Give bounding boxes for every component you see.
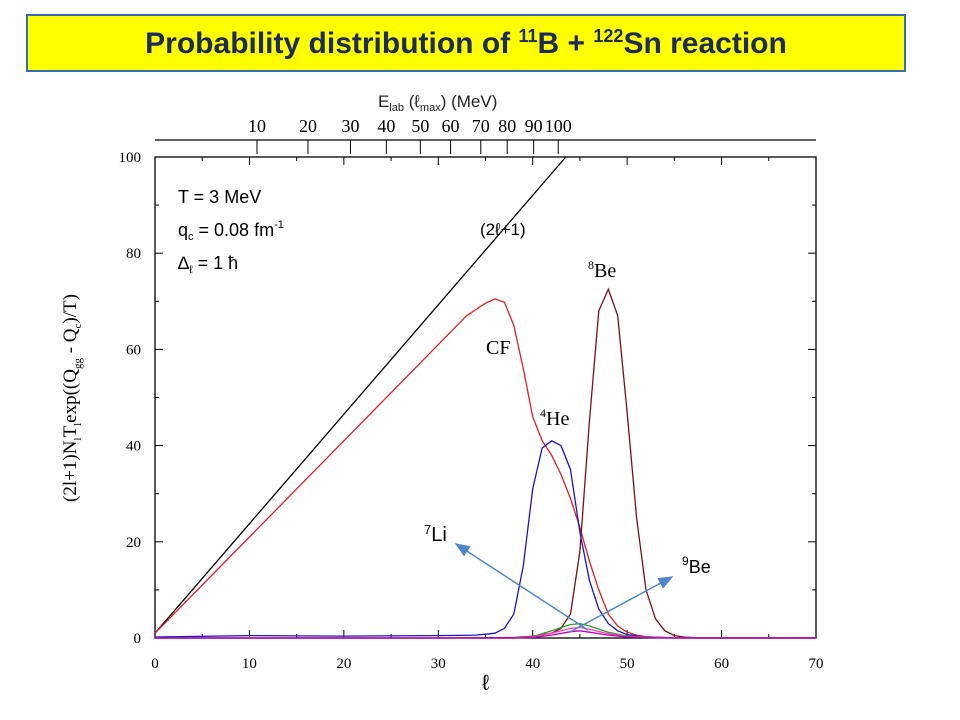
cf-label: CF	[486, 337, 510, 359]
series-line	[154, 156, 567, 634]
qc-text: qc = 0.08 fm-1	[178, 219, 284, 243]
y-tick-label: 100	[119, 150, 142, 166]
series-line	[155, 630, 816, 639]
top-tick-label: 90	[525, 116, 543, 136]
title-mass1: 11	[518, 25, 538, 46]
top-tick-label: 30	[341, 116, 359, 136]
be9-label: 9Be	[682, 554, 711, 577]
title-prefix: Probability distribution of	[145, 26, 519, 60]
he4-label: 4He	[540, 406, 569, 430]
top-tick-label: 20	[299, 116, 317, 136]
delta-text: ∆ℓ = 1 ħ	[178, 253, 238, 276]
y-tick-label: 60	[126, 342, 141, 358]
x-tick-label: 10	[242, 656, 257, 672]
top-tick-label: 100	[545, 116, 572, 136]
x-tick-label: 30	[431, 656, 446, 672]
y-tick-labels: 0 20 40 60 80 100	[119, 150, 142, 647]
li7-arrow	[454, 543, 589, 631]
li7-label: 7Li	[424, 522, 447, 546]
top-tick-label: 10	[248, 116, 266, 136]
y-axis-label: (2l+1)NlTlexp((Qgg - Qc)/T)	[60, 294, 84, 502]
be8-label: 8Be	[588, 258, 616, 282]
parameter-box: T = 3 MeV qc = 0.08 fm-1 ∆ℓ = 1 ħ	[178, 187, 284, 276]
series-line	[154, 440, 816, 639]
x-axis-label: ℓ	[482, 670, 490, 695]
x-tick-label: 20	[336, 656, 351, 672]
title-text: Probability distribution of 11B + 122Sn …	[145, 26, 787, 61]
line-label: (2ℓ+1)	[480, 220, 526, 239]
x-tick-label: 70	[809, 656, 824, 672]
x-tick-label: 40	[525, 656, 540, 672]
y-tick-label: 80	[126, 246, 141, 262]
top-tick-label: 70	[472, 116, 490, 136]
temperature-text: T = 3 MeV	[178, 187, 261, 207]
x-tick-label: 50	[620, 656, 635, 672]
top-axis-label: Elab (ℓmax) (MeV)	[378, 92, 497, 114]
top-tick-label: 40	[377, 116, 395, 136]
title-nucleus2: Sn reaction	[623, 26, 787, 60]
title-mass2: 122	[593, 25, 624, 46]
svg-text:Elab (ℓmax) (MeV): Elab (ℓmax) (MeV)	[378, 92, 497, 114]
title-nucleus1: B +	[537, 26, 594, 60]
top-tick-label: 60	[442, 116, 460, 136]
x-tick-labels: 0 10 20 30 40 50 60 70	[151, 656, 823, 672]
top-tick-label: 50	[411, 116, 429, 136]
y-tick-label: 0	[134, 631, 142, 647]
series-lines	[154, 156, 817, 639]
x-tick-label: 0	[151, 656, 159, 672]
top-tick-label: 80	[498, 116, 516, 136]
x-tick-label: 60	[714, 656, 729, 672]
title-banner: Probability distribution of 11B + 122Sn …	[26, 14, 906, 72]
be9-arrow	[569, 576, 674, 633]
top-axis: 10 20 30 40 50 60 70 80 90 100	[155, 116, 816, 154]
y-tick-label: 20	[126, 535, 141, 551]
y-tick-label: 40	[126, 439, 141, 455]
